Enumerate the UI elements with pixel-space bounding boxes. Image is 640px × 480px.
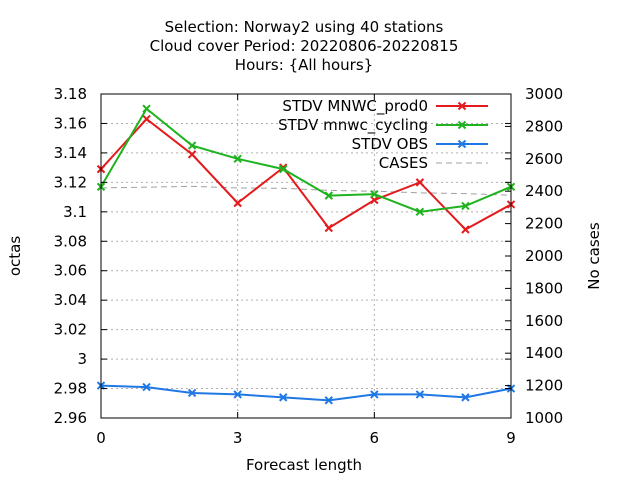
y2-tick-label: 1600 bbox=[525, 312, 563, 330]
y2-tick-label: 2200 bbox=[525, 215, 563, 233]
data-point bbox=[279, 163, 288, 172]
data-point bbox=[324, 191, 333, 200]
data-point bbox=[233, 390, 242, 399]
series-line bbox=[100, 117, 512, 231]
x-axis-ticks: 0 3 6 9 bbox=[96, 94, 516, 447]
legend-marker bbox=[457, 139, 467, 149]
x-tick-label: 3 bbox=[233, 429, 243, 447]
y2-tick-label: 3000 bbox=[525, 85, 563, 103]
x-tick-label: 0 bbox=[96, 429, 106, 447]
data-point bbox=[324, 223, 333, 233]
y2-tick-label: 1000 bbox=[525, 409, 563, 427]
data-point bbox=[233, 154, 242, 164]
y2-axis-ticks: 1000 1200 1400 1600 1800 2000 2200 2400 2600 2800… bbox=[505, 85, 563, 427]
series-2 bbox=[96, 381, 516, 405]
y-axis-ticks: 2.96 2.98 3 3.02 3.04 3.06 3.08 3.1 3.12 3.14 3.16… bbox=[54, 85, 511, 427]
legend-label: STDV mnwc_cycling bbox=[278, 116, 428, 135]
y-tick-label: 3.08 bbox=[54, 232, 87, 250]
y2-tick-label: 2400 bbox=[525, 182, 563, 200]
series-line bbox=[100, 185, 512, 196]
cases-series bbox=[100, 185, 512, 196]
data-point bbox=[187, 388, 197, 398]
y-tick-label: 3.12 bbox=[54, 173, 87, 191]
data-point bbox=[461, 225, 470, 234]
data-point bbox=[461, 201, 470, 211]
y-tick-label: 3 bbox=[77, 350, 87, 368]
y-tick-label: 2.96 bbox=[54, 409, 87, 427]
legend-label: CASES bbox=[379, 154, 428, 172]
data-point bbox=[142, 114, 151, 124]
grid bbox=[101, 94, 511, 418]
data-point bbox=[415, 207, 425, 217]
title-line-3: Hours: {All hours} bbox=[235, 56, 373, 74]
y-tick-label: 3.18 bbox=[54, 85, 87, 103]
legend-label: STDV MNWC_prod0 bbox=[282, 97, 428, 116]
chart-title: Selection: Norway2 using 40 stations Clo… bbox=[150, 18, 459, 74]
y2-tick-label: 1800 bbox=[525, 279, 563, 297]
data-point bbox=[233, 198, 242, 208]
y-tick-label: 3.16 bbox=[54, 114, 87, 132]
series-group bbox=[96, 104, 516, 405]
plot-frame bbox=[100, 93, 512, 419]
series-3 bbox=[100, 185, 512, 196]
x-axis-label: Forecast length bbox=[246, 456, 362, 474]
data-point bbox=[324, 396, 333, 405]
x-tick-label: 6 bbox=[370, 429, 380, 447]
legend-marker bbox=[457, 120, 467, 130]
legend-label: STDV OBS bbox=[352, 135, 428, 153]
data-point bbox=[142, 104, 151, 113]
data-point bbox=[279, 393, 288, 402]
series-line bbox=[100, 107, 512, 213]
data-point bbox=[415, 390, 425, 399]
y-tick-label: 3.04 bbox=[54, 291, 87, 309]
y-tick-label: 3.14 bbox=[54, 144, 87, 162]
data-point bbox=[187, 141, 197, 150]
y-tick-label: 3.1 bbox=[63, 203, 87, 221]
title-line-2: Cloud cover Period: 20220806-20220815 bbox=[150, 37, 459, 55]
data-point bbox=[370, 189, 379, 199]
data-point bbox=[279, 164, 288, 174]
legend-marker bbox=[457, 101, 467, 111]
y2-tick-label: 2600 bbox=[525, 150, 563, 168]
series-line bbox=[100, 384, 512, 402]
data-point bbox=[461, 393, 470, 402]
y2-tick-label: 2800 bbox=[525, 117, 563, 135]
y2-axis-label: No cases bbox=[585, 222, 603, 290]
y-axis-label: octas bbox=[6, 236, 24, 276]
title-line-1: Selection: Norway2 using 40 stations bbox=[165, 18, 444, 36]
data-point bbox=[415, 178, 425, 187]
y-tick-label: 2.98 bbox=[54, 380, 87, 398]
y2-tick-label: 1200 bbox=[525, 377, 563, 395]
y-tick-label: 3.02 bbox=[54, 321, 87, 339]
data-point bbox=[142, 382, 151, 392]
data-point bbox=[370, 390, 379, 399]
data-point bbox=[187, 150, 197, 159]
y2-tick-label: 1400 bbox=[525, 344, 563, 362]
x-tick-label: 9 bbox=[506, 429, 516, 447]
y-tick-label: 3.06 bbox=[54, 262, 87, 280]
y2-tick-label: 2000 bbox=[525, 247, 563, 265]
